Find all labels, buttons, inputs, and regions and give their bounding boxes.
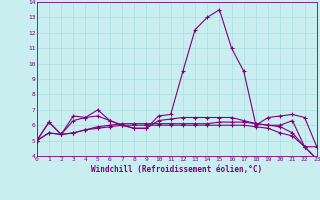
X-axis label: Windchill (Refroidissement éolien,°C): Windchill (Refroidissement éolien,°C) xyxy=(91,165,262,174)
